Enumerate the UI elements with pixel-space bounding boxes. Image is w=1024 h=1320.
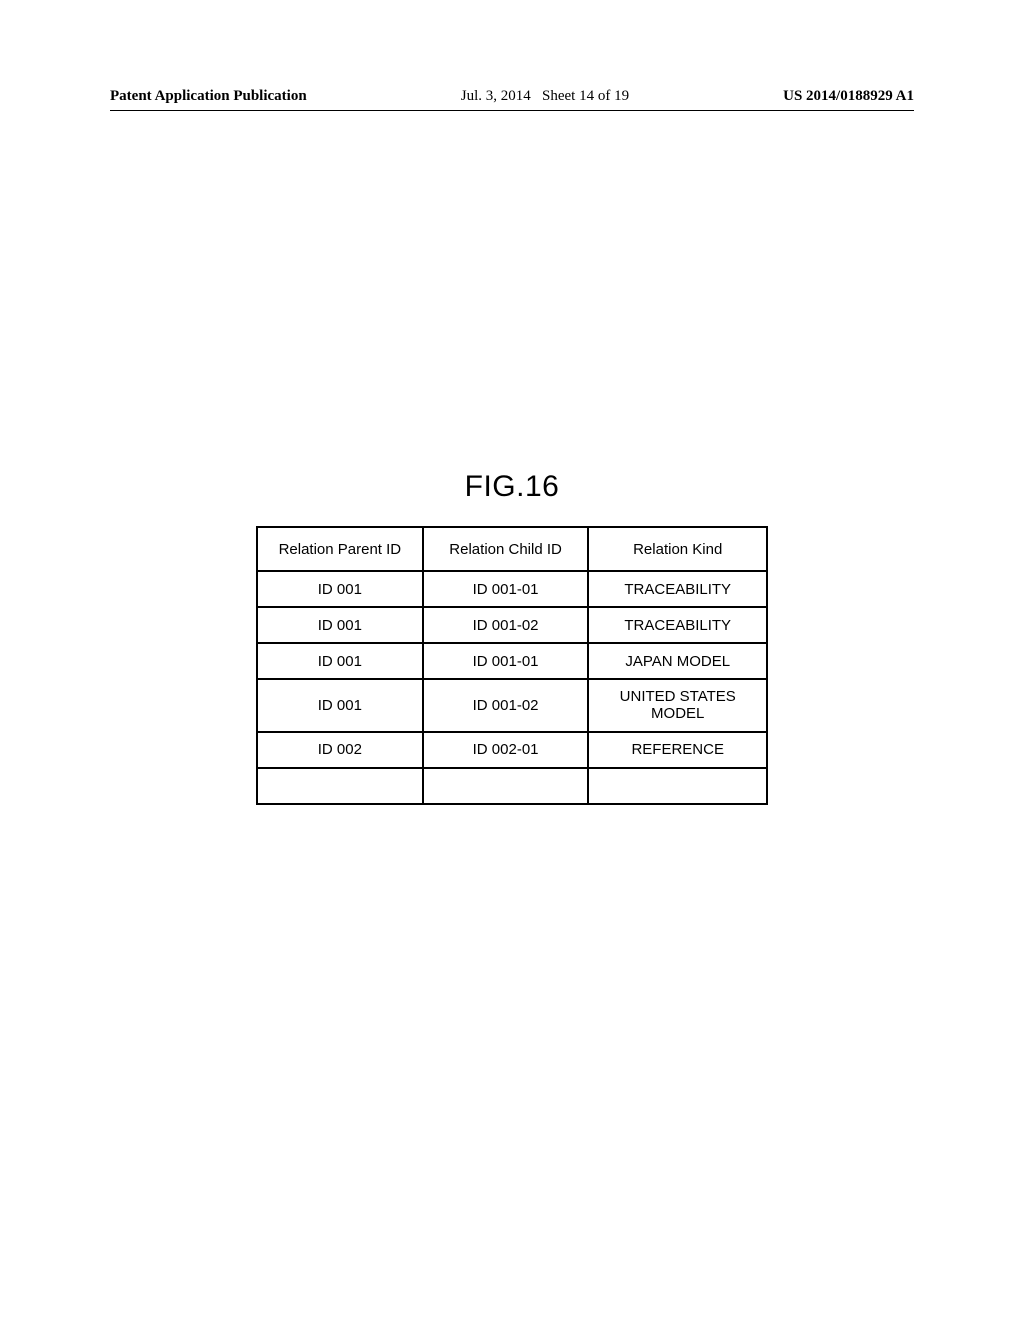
cell <box>257 768 423 804</box>
table-header-row: Relation Parent ID Relation Child ID Rel… <box>257 527 767 571</box>
cell: ID 001-02 <box>423 679 589 732</box>
header-rule-line <box>110 110 914 111</box>
cell: ID 001 <box>257 643 423 679</box>
column-header: Relation Parent ID <box>257 527 423 571</box>
cell: ID 001-02 <box>423 607 589 643</box>
relation-table: Relation Parent ID Relation Child ID Rel… <box>256 526 768 805</box>
cell: ID 001 <box>257 571 423 607</box>
header-publication-number: US 2014/0188929 A1 <box>783 88 914 105</box>
cell: ID 002-01 <box>423 732 589 768</box>
header-date: Jul. 3, 2014 <box>461 88 531 104</box>
cell: UNITED STATESMODEL <box>588 679 767 732</box>
cell: ID 001-01 <box>423 571 589 607</box>
cell: ID 001-01 <box>423 643 589 679</box>
cell: ID 001 <box>257 607 423 643</box>
table-body: ID 001 ID 001-01 TRACEABILITY ID 001 ID … <box>257 571 767 804</box>
cell <box>588 768 767 804</box>
cell: TRACEABILITY <box>588 571 767 607</box>
table-row: ID 001 ID 001-01 TRACEABILITY <box>257 571 767 607</box>
column-header: Relation Child ID <box>423 527 589 571</box>
figure-title: FIG.16 <box>0 470 1024 504</box>
table-row: ID 001 ID 001-01 JAPAN MODEL <box>257 643 767 679</box>
cell: TRACEABILITY <box>588 607 767 643</box>
cell: ID 002 <box>257 732 423 768</box>
header-publication-type: Patent Application Publication <box>110 88 307 105</box>
header-sheet: Sheet 14 of 19 <box>542 88 629 104</box>
cell: REFERENCE <box>588 732 767 768</box>
table-row: ID 001 ID 001-02 TRACEABILITY <box>257 607 767 643</box>
cell: JAPAN MODEL <box>588 643 767 679</box>
page-header: Patent Application Publication Jul. 3, 2… <box>0 88 1024 105</box>
patent-page: Patent Application Publication Jul. 3, 2… <box>0 0 1024 1320</box>
cell <box>423 768 589 804</box>
header-date-sheet: Jul. 3, 2014 Sheet 14 of 19 <box>461 88 629 105</box>
table-row <box>257 768 767 804</box>
cell: ID 001 <box>257 679 423 732</box>
table-row: ID 002 ID 002-01 REFERENCE <box>257 732 767 768</box>
column-header: Relation Kind <box>588 527 767 571</box>
table-row: ID 001 ID 001-02 UNITED STATESMODEL <box>257 679 767 732</box>
